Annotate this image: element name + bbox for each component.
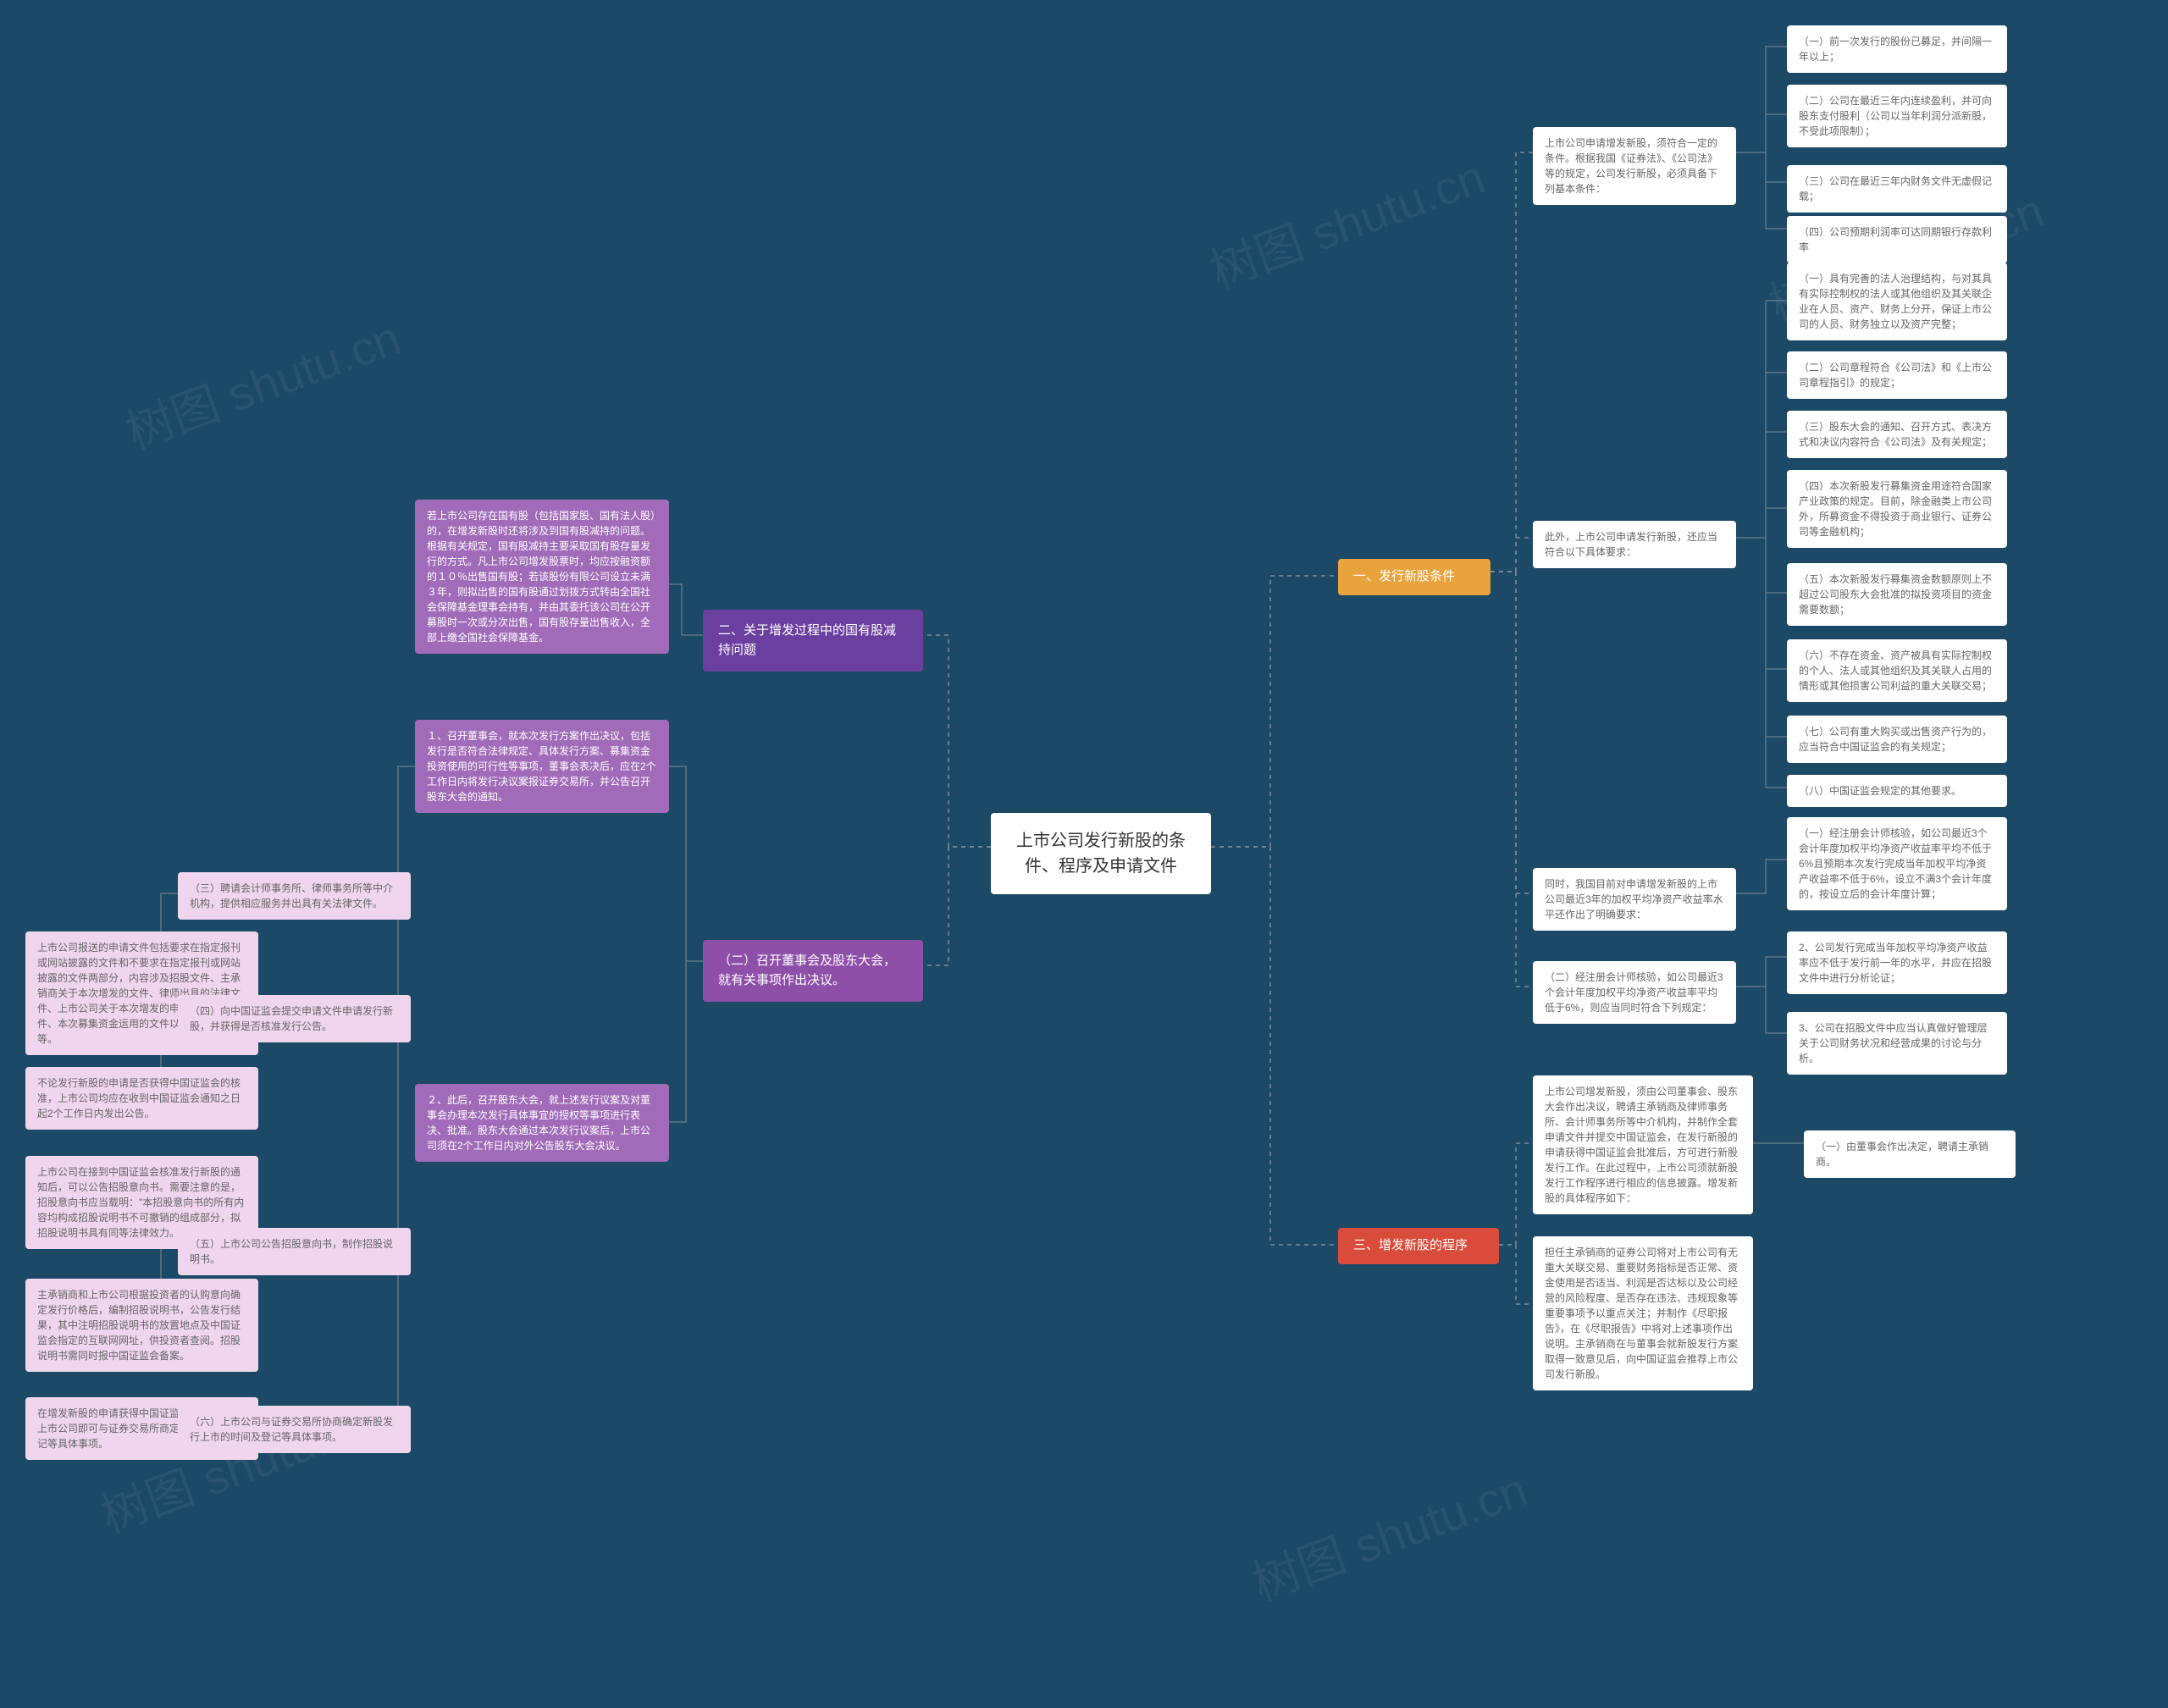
condition-1-2: （二）公司在最近三年内连续盈利，并可向股东支付股利（公司以当年利润分派新股，不受… xyxy=(1787,85,2007,147)
meeting-item-2: （三）聘请会计师事务所、律师事务所等中介机构，提供相应服务并出具有关法律文件。 xyxy=(178,872,411,920)
condition-1-4: （四）公司预期利润率可达同期银行存款利率 xyxy=(1787,216,2007,263)
meeting-item-1: １、召开董事会，就本次发行方案作出决议，包括发行是否符合法律规定、具体发行方案、… xyxy=(415,720,669,813)
condition-2-7: （七）公司有重大购买或出售资产行为的，应当符合中国证监会的有关规定； xyxy=(1787,716,2007,763)
condition-3-1: （一）经注册会计师核验，如公司最近3个会计年度加权平均净资产收益率平均不低于6%… xyxy=(1787,817,2007,910)
meeting-item-9: 主承销商和上市公司根据投资者的认购意向确定发行价格后，编制招股说明书，公告发行结… xyxy=(25,1279,258,1372)
section-1-intro-1: 上市公司申请增发新股，须符合一定的条件。根据我国《证券法》、《公司法》等的规定，… xyxy=(1533,127,1736,205)
watermark: 树图 shutu.cn xyxy=(1242,1451,1535,1614)
meeting-item-5: 不论发行新股的申请是否获得中国证监会的核准，上市公司均应在收到中国证监会通知之日… xyxy=(25,1067,258,1130)
section-3-item-2: （一）由董事会作出决定，聘请主承销商。 xyxy=(1804,1130,2016,1178)
section-1-intro-3: 同时，我国目前对申请增发新股的上市公司最近3年的加权平均净资产收益率水平还作出了… xyxy=(1533,868,1736,931)
condition-2-1: （一）具有完善的法人治理结构，与对其具有实际控制权的法人或其他组织及其关联企业在… xyxy=(1787,263,2007,340)
meeting-item-11: （六）上市公司与证券交易所协商确定新股发行上市的时间及登记等具体事项。 xyxy=(178,1406,411,1453)
condition-1-1: （一）前一次发行的股份已募足，并间隔一年以上； xyxy=(1787,25,2007,73)
section-3-item-3: 担任主承销商的证券公司将对上市公司有无重大关联交易、重要财务指标是否正常、资金使… xyxy=(1533,1236,1753,1390)
condition-2-6: （六）不存在资金、资产被具有实际控制权的个人、法人或其他组织及其关联人占用的情形… xyxy=(1787,639,2007,702)
root-node[interactable]: 上市公司发行新股的条件、程序及申请文件 xyxy=(991,813,1211,894)
watermark: 树图 shutu.cn xyxy=(1199,139,1493,301)
meeting-section-title[interactable]: （二）召开董事会及股东大会，就有关事项作出决议。 xyxy=(703,940,923,1002)
condition-1-3: （三）公司在最近三年内财务文件无虚假记载； xyxy=(1787,165,2007,213)
section-1-title[interactable]: 一、发行新股条件 xyxy=(1338,559,1490,595)
condition-2-4: （四）本次新股发行募集资金用途符合国家产业政策的规定。目前，除金融类上市公司外，… xyxy=(1787,470,2007,548)
meeting-item-6: ２、此后，召开股东大会，就上述发行议案及对董事会办理本次发行具体事宜的授权等事项… xyxy=(415,1084,669,1162)
section-2-title[interactable]: 二、关于增发过程中的国有股减持问题 xyxy=(703,610,923,672)
section-3-title[interactable]: 三、增发新股的程序 xyxy=(1338,1228,1499,1264)
condition-2-3: （三）股东大会的通知、召开方式、表决方式和决议内容符合《公司法》及有关规定； xyxy=(1787,411,2007,458)
condition-3-4: 3、公司在招股文件中应当认真做好管理层关于公司财务状况和经营成果的讨论与分析。 xyxy=(1787,1012,2007,1075)
condition-3-3: 2、公司发行完成当年加权平均净资产收益率应不低于发行前一年的水平，并应在招股文件… xyxy=(1787,931,2007,994)
condition-2-8: （八）中国证监会规定的其他要求。 xyxy=(1787,775,2007,807)
meeting-item-4: （四）向中国证监会提交申请文件申请发行新股，并获得是否核准发行公告。 xyxy=(178,995,411,1042)
section-1-intro-2: 此外，上市公司申请发行新股，还应当符合以下具体要求： xyxy=(1533,521,1736,568)
meeting-item-8: （五）上市公司公告招股意向书，制作招股说明书。 xyxy=(178,1228,411,1275)
condition-2-5: （五）本次新股发行募集资金数额原则上不超过公司股东大会批准的拟投资项目的资金需要… xyxy=(1787,563,2007,626)
condition-2-2: （二）公司章程符合《公司法》和《上市公司章程指引》的规定； xyxy=(1787,351,2007,399)
condition-3-2: （二）经注册会计师核验，如公司最近3个会计年度加权平均净资产收益率平均低于6%，… xyxy=(1533,961,1736,1024)
watermark: 树图 shutu.cn xyxy=(115,300,409,462)
section-3-item-1: 上市公司增发新股，须由公司董事会、股东大会作出决议，聘请主承销商及律师事务所、会… xyxy=(1533,1075,1753,1214)
section-2-item: 若上市公司存在国有股（包括国家股、国有法人股）的，在增发新股时还将涉及到国有股减… xyxy=(415,500,669,654)
